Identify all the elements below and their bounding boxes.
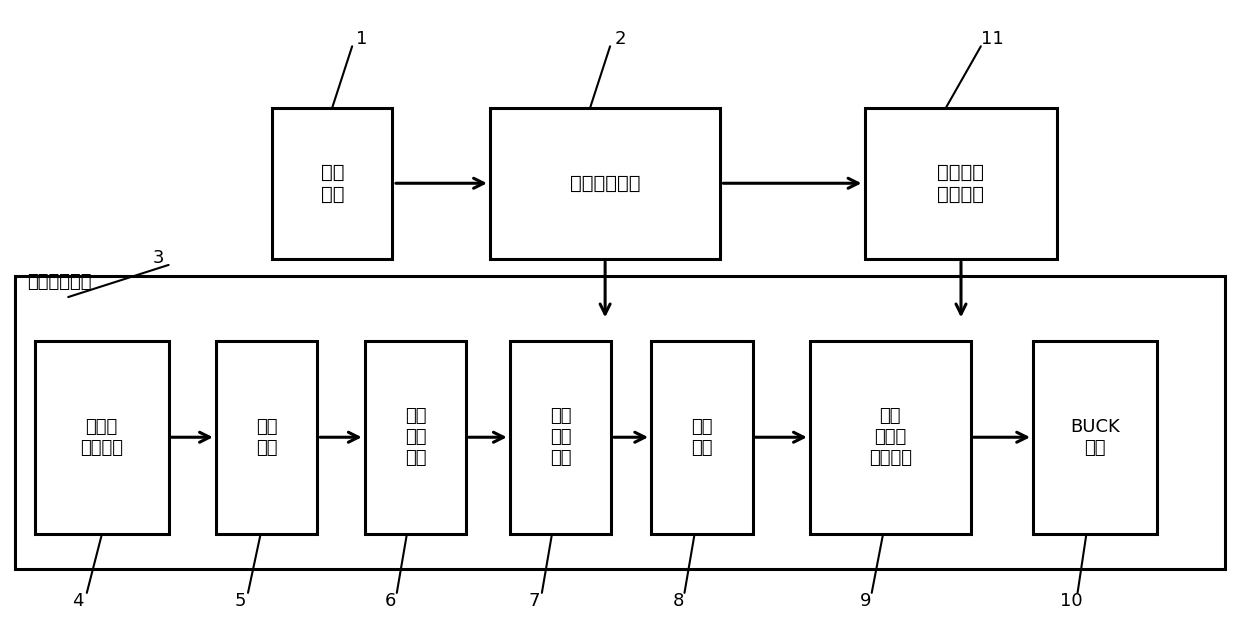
- Bar: [273, 108, 392, 259]
- Text: 发射
线圈: 发射 线圈: [255, 418, 278, 457]
- Bar: [216, 341, 317, 534]
- Bar: [490, 108, 719, 259]
- Text: 电压过零
检测电路: 电压过零 检测电路: [937, 163, 985, 204]
- Text: 10: 10: [1060, 592, 1083, 610]
- Text: 11: 11: [981, 30, 1003, 48]
- Text: 3: 3: [153, 249, 165, 267]
- Bar: [866, 108, 1056, 259]
- Text: 接收
线圈: 接收 线圈: [691, 418, 713, 457]
- Bar: [810, 341, 971, 534]
- Text: 推挽式
逆变电路: 推挽式 逆变电路: [81, 418, 123, 457]
- Text: 7: 7: [528, 592, 541, 610]
- Text: 9: 9: [859, 592, 872, 610]
- Bar: [510, 341, 611, 534]
- Bar: [15, 276, 1225, 569]
- Text: 全桥
不可控
整流电路: 全桥 不可控 整流电路: [869, 408, 911, 467]
- Text: 5: 5: [234, 592, 247, 610]
- Bar: [35, 341, 169, 534]
- Text: 6: 6: [384, 592, 397, 610]
- Text: 储能充电电路: 储能充电电路: [27, 273, 92, 291]
- Text: 1: 1: [356, 30, 368, 48]
- Text: 4: 4: [72, 592, 84, 610]
- Bar: [1033, 341, 1157, 534]
- Text: 第一
共振
线圈: 第一 共振 线圈: [404, 408, 427, 467]
- Text: 分组控制电路: 分组控制电路: [570, 174, 640, 193]
- Text: BUCK
电路: BUCK 电路: [1070, 418, 1120, 457]
- Text: 控制
基站: 控制 基站: [321, 163, 343, 204]
- Text: 第二
共振
线圈: 第二 共振 线圈: [549, 408, 572, 467]
- Bar: [365, 341, 466, 534]
- Text: 8: 8: [672, 592, 684, 610]
- Bar: [651, 341, 753, 534]
- Text: 2: 2: [614, 30, 626, 48]
